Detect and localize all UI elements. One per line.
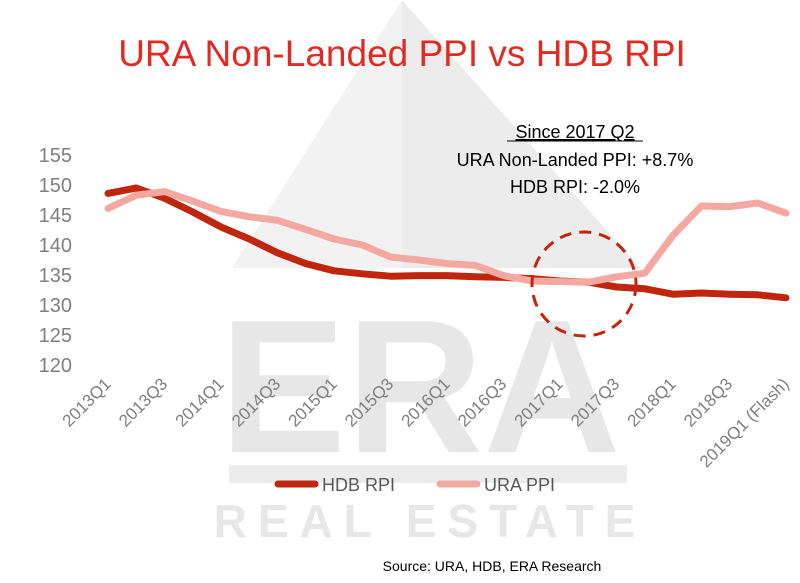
series-line-ura-ppi (104, 188, 790, 286)
y-tick-label: 135 (39, 265, 72, 287)
y-tick-label: 130 (39, 295, 72, 317)
annotation: Since 2017 Q2 URA Non-Landed PPI: +8.7% … (457, 122, 694, 197)
x-tick-label: 2013Q3 (115, 374, 171, 430)
y-tick-label: 125 (39, 325, 72, 347)
y-axis: 120 125 130 135 140 145 150 155 (39, 145, 72, 377)
watermark-logo-mark (232, 0, 402, 268)
series-line-hdb-rpi (104, 184, 790, 302)
watermark-bar (229, 465, 627, 483)
annotation-ura: URA Non-Landed PPI: +8.7% (457, 150, 694, 170)
watermark: ERA REAL ESTATE (214, 0, 647, 547)
series-layer (104, 184, 790, 302)
watermark-real-estate: REAL ESTATE (214, 495, 647, 547)
highlight-circle (530, 230, 638, 338)
chart-title: URA Non-Landed PPI vs HDB RPI (118, 33, 686, 74)
y-tick-label: 145 (39, 205, 72, 227)
legend: HDB RPI URA PPI (274, 475, 555, 495)
annotation-heading: Since 2017 Q2 (515, 122, 634, 142)
annotation-hdb: HDB RPI: -2.0% (510, 177, 640, 197)
source-note: Source: URA, HDB, ERA Research (383, 558, 602, 574)
x-tick-label: 2013Q1 (59, 374, 115, 430)
legend-label-ura: URA PPI (484, 475, 555, 495)
y-tick-label: 140 (39, 235, 72, 257)
x-tick-label: 2018Q1 (624, 374, 680, 430)
watermark-logo-mark-dark (402, 0, 640, 268)
y-tick-label: 120 (39, 355, 72, 377)
y-tick-label: 155 (39, 145, 72, 167)
x-tick-label: 2018Q3 (680, 374, 736, 430)
watermark-era: ERA (219, 281, 620, 493)
legend-label-hdb: HDB RPI (322, 475, 395, 495)
y-tick-label: 150 (39, 175, 72, 197)
